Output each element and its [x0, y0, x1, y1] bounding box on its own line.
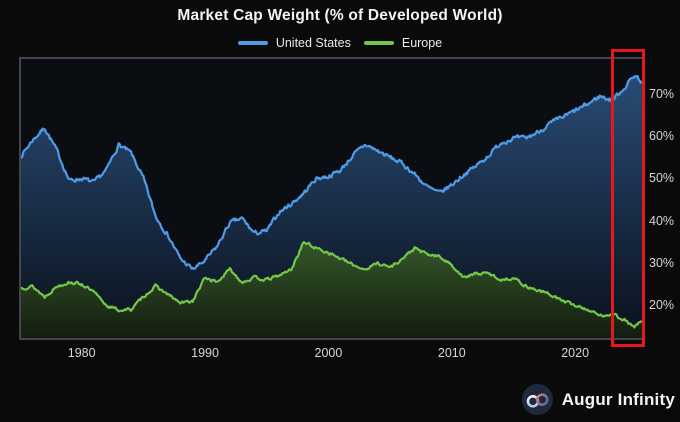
- brand-name: Augur Infinity: [561, 389, 675, 409]
- legend-swatch-united-states-icon: [237, 41, 268, 45]
- brand-footer: Augur Infinity: [521, 384, 675, 415]
- chart-title: Market Cap Weight (% of Developed World): [177, 7, 503, 24]
- legend-item-united-states: United States: [237, 36, 351, 50]
- legend-label-united-states: United States: [275, 36, 351, 50]
- legend-label-europe: Europe: [401, 36, 443, 50]
- highlight-box: [611, 49, 645, 347]
- legend-item-europe: Europe: [363, 36, 443, 50]
- legend-swatch-europe-icon: [363, 41, 394, 45]
- infinity-logo-icon: [521, 384, 553, 415]
- chart-legend: United States Europe: [0, 36, 680, 50]
